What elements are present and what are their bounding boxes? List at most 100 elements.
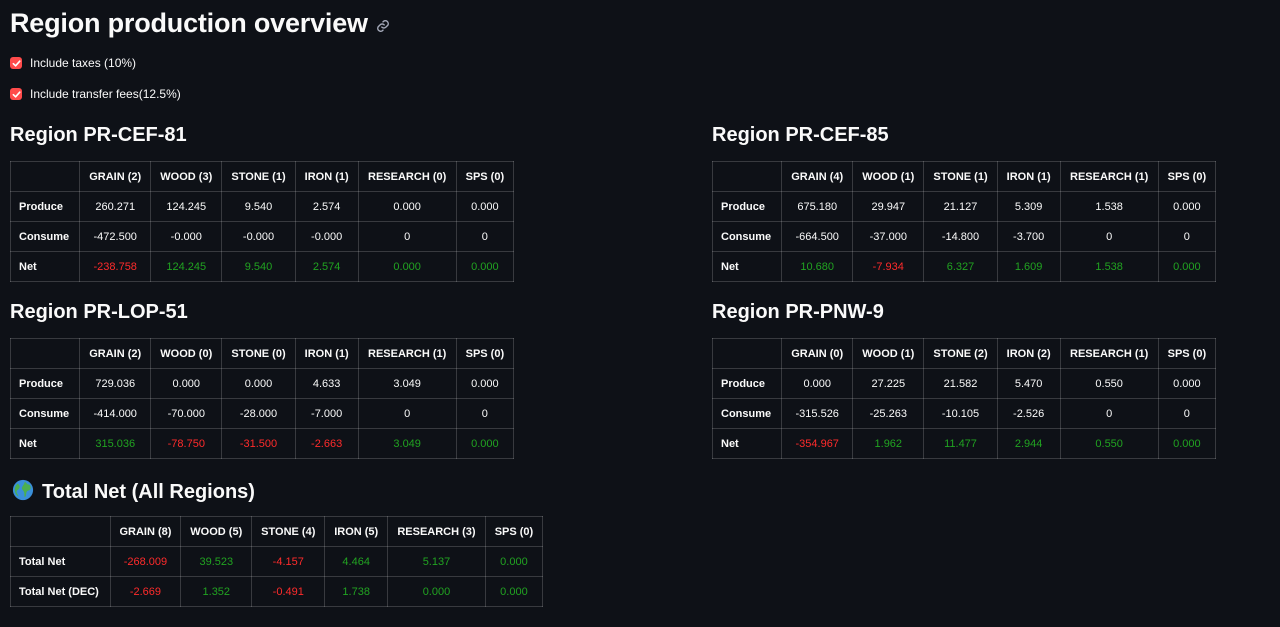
table-cell: 0 xyxy=(455,221,515,252)
region-title: Region PR-CEF-81 xyxy=(10,124,187,146)
total-title-text: Total Net (All Regions) xyxy=(42,481,255,503)
table-row: Produce 0.000 27.225 21.582 5.470 0.550 0.000 xyxy=(711,368,1217,399)
column-header[interactable]: GRAIN (2) xyxy=(79,161,152,192)
row-label: Net xyxy=(711,428,783,459)
column-header[interactable]: GRAIN (2) xyxy=(79,338,152,369)
table-cell: -664.500 xyxy=(781,221,854,252)
table-cell: 27.225 xyxy=(852,368,925,399)
table-cell: 0 xyxy=(357,221,457,252)
table-cell: 0 xyxy=(1157,398,1217,429)
column-header[interactable]: RESEARCH (1) xyxy=(1059,161,1159,192)
total-title: Total Net (All Regions) xyxy=(12,479,255,504)
table-cell: 1.538 xyxy=(1059,251,1159,282)
table-row: Consume -472.500 -0.000 -0.000 -0.000 0 0 xyxy=(9,221,515,252)
table-row: Net 315.036 -78.750 -31.500 -2.663 3.049 0.000 xyxy=(9,428,515,459)
table-cell: 1.609 xyxy=(996,251,1061,282)
column-header[interactable]: SPS (0) xyxy=(455,338,515,369)
table-cell: 1.962 xyxy=(852,428,925,459)
table-cell: 4.633 xyxy=(294,368,359,399)
table-cell: 260.271 xyxy=(79,191,152,222)
region-table: GRAIN (2) WOOD (3) STONE (1) IRON (1) RESEAR… xyxy=(9,161,515,282)
column-header[interactable]: IRON (1) xyxy=(996,161,1061,192)
taxes-checkbox[interactable]: Include taxes (10%) xyxy=(10,56,136,70)
column-header[interactable]: IRON (2) xyxy=(996,338,1061,369)
header-row: GRAIN (4) WOOD (1) STONE (1) IRON (1) RESEAR… xyxy=(711,161,1217,192)
column-header[interactable]: WOOD (1) xyxy=(852,338,925,369)
column-header[interactable]: WOOD (0) xyxy=(150,338,223,369)
row-label: Net xyxy=(9,251,81,282)
column-header[interactable]: IRON (5) xyxy=(324,516,389,547)
region-table: GRAIN (4) WOOD (1) STONE (1) IRON (1) RESEAR… xyxy=(711,161,1217,282)
row-label: Net xyxy=(711,251,783,282)
row-label: Consume xyxy=(711,221,783,252)
table-cell: -0.000 xyxy=(294,221,359,252)
column-header[interactable]: IRON (1) xyxy=(294,338,359,369)
table-cell: -315.526 xyxy=(781,398,854,429)
table-row: Produce 729.036 0.000 0.000 4.633 3.049 0.000 xyxy=(9,368,515,399)
column-header[interactable]: GRAIN (0) xyxy=(781,338,854,369)
column-header[interactable]: GRAIN (4) xyxy=(781,161,854,192)
column-header[interactable]: STONE (4) xyxy=(251,516,326,547)
column-header[interactable]: WOOD (1) xyxy=(852,161,925,192)
corner-cell xyxy=(9,161,81,192)
column-header[interactable]: STONE (0) xyxy=(221,338,296,369)
column-header[interactable]: GRAIN (8) xyxy=(109,516,182,547)
column-header[interactable]: WOOD (5) xyxy=(180,516,253,547)
table-cell: 5.309 xyxy=(996,191,1061,222)
table-cell: -10.105 xyxy=(923,398,998,429)
table-cell: 21.582 xyxy=(923,368,998,399)
transfer-fees-checkbox[interactable]: Include transfer fees(12.5%) xyxy=(10,87,181,101)
table-cell: -0.491 xyxy=(251,576,326,607)
check-icon[interactable] xyxy=(10,57,22,69)
table-cell: 315.036 xyxy=(79,428,152,459)
table-cell: 10.680 xyxy=(781,251,854,282)
table-row: Consume -315.526 -25.263 -10.105 -2.526 0 0 xyxy=(711,398,1217,429)
globe-icon xyxy=(12,479,34,501)
check-icon[interactable] xyxy=(10,88,22,100)
table-cell: 0 xyxy=(1059,398,1159,429)
table-cell: -2.663 xyxy=(294,428,359,459)
table-cell: -472.500 xyxy=(79,221,152,252)
column-header[interactable]: WOOD (3) xyxy=(150,161,223,192)
table-cell: 21.127 xyxy=(923,191,998,222)
table-cell: 11.477 xyxy=(923,428,998,459)
column-header[interactable]: RESEARCH (3) xyxy=(387,516,486,547)
table-cell: 0.000 xyxy=(150,368,223,399)
link-icon[interactable] xyxy=(376,19,390,33)
table-cell: 0.000 xyxy=(455,368,515,399)
table-row: Produce 675.180 29.947 21.127 5.309 1.538 0.00… xyxy=(711,191,1217,222)
column-header[interactable]: STONE (2) xyxy=(923,338,998,369)
table-cell: -0.000 xyxy=(221,221,296,252)
column-header[interactable]: STONE (1) xyxy=(923,161,998,192)
header-row: GRAIN (2) WOOD (3) STONE (1) IRON (1) RESEAR… xyxy=(9,161,515,192)
column-header[interactable]: SPS (0) xyxy=(1157,338,1217,369)
row-label: Produce xyxy=(711,191,783,222)
column-header[interactable]: IRON (1) xyxy=(294,161,359,192)
column-header[interactable]: RESEARCH (1) xyxy=(357,338,457,369)
table-cell: 0.000 xyxy=(1157,428,1217,459)
header-row: GRAIN (0) WOOD (1) STONE (2) IRON (2) RESEAR… xyxy=(711,338,1217,369)
table-cell: 2.574 xyxy=(294,191,359,222)
table-cell: 0.550 xyxy=(1059,368,1159,399)
taxes-label: Include taxes (10%) xyxy=(30,56,137,70)
column-header[interactable]: RESEARCH (0) xyxy=(357,161,457,192)
row-label: Consume xyxy=(711,398,783,429)
table-cell: 1.738 xyxy=(324,576,389,607)
table-cell: 0.000 xyxy=(1157,251,1217,282)
column-header[interactable]: STONE (1) xyxy=(221,161,296,192)
table-row: Consume -664.500 -37.000 -14.800 -3.700 0 0 xyxy=(711,221,1217,252)
column-header[interactable]: SPS (0) xyxy=(484,516,544,547)
table-row: Consume -414.000 -70.000 -28.000 -7.000 0 0 xyxy=(9,398,515,429)
table-cell: 3.049 xyxy=(357,368,457,399)
table-cell: 0.000 xyxy=(484,576,544,607)
table-cell: 0.000 xyxy=(221,368,296,399)
column-header[interactable]: SPS (0) xyxy=(1157,161,1217,192)
table-cell: 6.327 xyxy=(923,251,998,282)
page-title: Region production overview xyxy=(10,8,390,39)
region-table: GRAIN (0) WOOD (1) STONE (2) IRON (2) RESEAR… xyxy=(711,338,1217,459)
column-header[interactable]: RESEARCH (1) xyxy=(1059,338,1159,369)
column-header[interactable]: SPS (0) xyxy=(455,161,515,192)
table-cell: -0.000 xyxy=(150,221,223,252)
table-row: Net -238.758 124.245 9.540 2.574 0.000 0.000 xyxy=(9,251,515,282)
row-label: Consume xyxy=(9,398,81,429)
